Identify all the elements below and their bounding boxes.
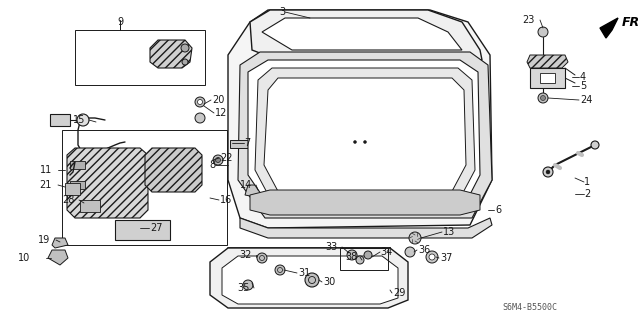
Circle shape — [257, 253, 267, 263]
Text: 6: 6 — [495, 205, 501, 215]
Bar — [62, 130, 227, 245]
Polygon shape — [262, 18, 462, 50]
Polygon shape — [228, 10, 492, 228]
Text: 15: 15 — [72, 115, 85, 125]
Polygon shape — [240, 218, 492, 238]
Text: 7: 7 — [244, 138, 250, 148]
Circle shape — [546, 170, 550, 174]
Text: 16: 16 — [220, 195, 232, 205]
Circle shape — [198, 100, 202, 105]
Text: 28: 28 — [63, 195, 75, 205]
Bar — [340, 248, 388, 270]
Text: 23: 23 — [523, 15, 535, 25]
Circle shape — [243, 280, 253, 290]
Text: 2: 2 — [584, 189, 590, 199]
Text: 3: 3 — [279, 7, 285, 17]
Polygon shape — [248, 60, 480, 210]
Circle shape — [429, 254, 435, 260]
Text: 14: 14 — [240, 180, 252, 190]
Circle shape — [538, 27, 548, 37]
Circle shape — [591, 141, 599, 149]
Polygon shape — [264, 78, 466, 195]
Text: 32: 32 — [239, 250, 252, 260]
Polygon shape — [250, 10, 482, 60]
Polygon shape — [222, 256, 398, 304]
Circle shape — [364, 140, 367, 144]
Text: 36: 36 — [418, 245, 430, 255]
Polygon shape — [150, 40, 192, 68]
Text: 31: 31 — [298, 268, 310, 278]
Circle shape — [405, 247, 415, 257]
Circle shape — [426, 251, 438, 263]
Text: 35: 35 — [237, 283, 250, 293]
Text: 37: 37 — [440, 253, 452, 263]
Polygon shape — [48, 250, 68, 265]
Text: 22: 22 — [220, 153, 232, 163]
Text: 33: 33 — [326, 242, 338, 252]
Text: 4: 4 — [580, 72, 586, 82]
Circle shape — [182, 59, 188, 65]
Text: 11: 11 — [40, 165, 52, 175]
Circle shape — [541, 95, 545, 100]
Text: 10: 10 — [18, 253, 30, 263]
Text: 8: 8 — [209, 160, 215, 170]
Text: 5: 5 — [580, 81, 586, 91]
Circle shape — [213, 155, 223, 165]
Bar — [70, 181, 85, 189]
Polygon shape — [255, 68, 475, 202]
Polygon shape — [52, 238, 68, 248]
Polygon shape — [238, 52, 492, 218]
Polygon shape — [527, 55, 568, 68]
Polygon shape — [230, 140, 248, 148]
Text: 29: 29 — [393, 288, 405, 298]
Text: 9: 9 — [117, 17, 123, 27]
Polygon shape — [145, 148, 202, 192]
Circle shape — [538, 93, 548, 103]
Polygon shape — [80, 200, 100, 212]
Circle shape — [356, 256, 364, 264]
Circle shape — [347, 250, 357, 260]
Text: S6M4-B5500C: S6M4-B5500C — [502, 303, 557, 313]
Text: 38: 38 — [346, 252, 358, 262]
Polygon shape — [65, 183, 80, 195]
Circle shape — [195, 113, 205, 123]
Text: 1: 1 — [584, 177, 590, 187]
Bar — [540, 73, 555, 83]
Circle shape — [195, 97, 205, 107]
Text: 13: 13 — [443, 227, 455, 237]
Bar — [75, 30, 205, 85]
Text: 30: 30 — [323, 277, 335, 287]
Bar — [70, 161, 85, 169]
Circle shape — [305, 273, 319, 287]
Bar — [50, 114, 70, 126]
Polygon shape — [210, 248, 408, 308]
Polygon shape — [600, 18, 618, 38]
Polygon shape — [67, 148, 148, 218]
Circle shape — [543, 167, 553, 177]
Polygon shape — [250, 190, 480, 215]
Text: 24: 24 — [580, 95, 593, 105]
Text: 21: 21 — [40, 180, 52, 190]
Circle shape — [353, 140, 356, 144]
Circle shape — [77, 114, 89, 126]
Circle shape — [364, 251, 372, 259]
Polygon shape — [530, 68, 565, 88]
Text: 12: 12 — [215, 108, 227, 118]
Text: 34: 34 — [380, 247, 392, 257]
Circle shape — [181, 44, 189, 52]
Text: FR.: FR. — [622, 16, 640, 28]
Text: 19: 19 — [38, 235, 50, 245]
Circle shape — [216, 158, 221, 162]
Polygon shape — [245, 185, 270, 198]
Bar — [115, 220, 170, 240]
Text: 27: 27 — [150, 223, 163, 233]
Text: 20: 20 — [212, 95, 225, 105]
Circle shape — [275, 265, 285, 275]
Circle shape — [409, 232, 421, 244]
